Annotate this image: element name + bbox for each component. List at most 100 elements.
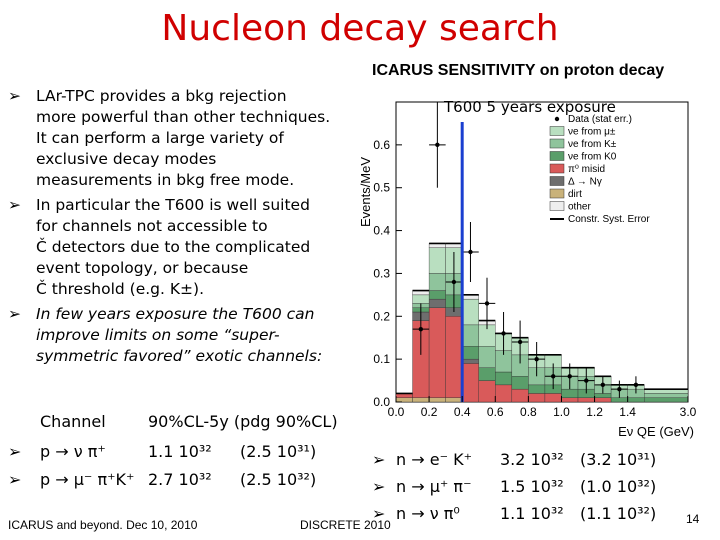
data-point <box>435 142 440 148</box>
bullet-line: exclusive decay modes <box>36 150 217 168</box>
data-point <box>567 374 572 379</box>
legend-marker <box>554 116 560 122</box>
channel-pdg: (1.1 10³²) <box>580 504 657 523</box>
chart-title: T600 5 years exposure <box>443 98 616 116</box>
bar-segment <box>544 393 562 403</box>
x-tick-label: 1.2 <box>586 405 603 419</box>
bar-segment <box>528 384 546 394</box>
data-point <box>468 249 473 255</box>
data-point <box>617 386 622 392</box>
y-tick-label: 0.6 <box>373 138 390 152</box>
y-tick-label: 0.0 <box>373 395 390 409</box>
bar-segment <box>644 397 689 403</box>
legend-swatch <box>549 126 565 136</box>
bar-segment <box>428 307 446 398</box>
data-point <box>584 378 589 383</box>
plot-caption: ICARUS SENSITIVITY on proton decay <box>372 62 665 79</box>
x-tick-label: 0.6 <box>487 405 504 419</box>
y-axis-label: Events/MeV <box>358 157 373 227</box>
channel-limit: 1.5 10³² <box>500 477 564 496</box>
footer-center: DISCRETE 2010 <box>300 518 391 532</box>
data-point <box>534 356 539 362</box>
bar-segment <box>577 397 595 403</box>
footer-left: ICARUS and beyond. Dec 10, 2010 <box>8 518 198 532</box>
bar-segment <box>528 393 546 403</box>
legend-label: νe from μ± <box>568 127 616 138</box>
bullet-line: Č threshold (e.g. K±). <box>36 280 205 298</box>
bar-segment <box>561 388 579 398</box>
legend-swatch <box>549 176 565 186</box>
bar-segment <box>395 397 413 403</box>
y-tick-label: 0.5 <box>373 181 390 195</box>
bullet-item: ➢ In few years exposure the T600 can imp… <box>8 304 358 367</box>
legend-label: νe from K0 <box>568 152 617 163</box>
bar-segment <box>478 346 496 368</box>
bullet-line: measurements in bkg free mode. <box>36 171 295 189</box>
channel-reaction: p → ν π⁺ <box>40 442 106 461</box>
bar-segment <box>594 397 612 403</box>
bullet-line: for channels not accessible to <box>36 217 268 235</box>
channel-reaction: n → ν π⁰ <box>396 504 460 523</box>
x-tick-label: 0.4 <box>454 405 471 419</box>
x-tick-label: 0.2 <box>421 405 438 419</box>
limits-header: 90%CL-5y (pdg 90%CL) <box>148 412 338 431</box>
channel-header: Channel <box>40 412 106 431</box>
page-number: 14 <box>686 512 700 526</box>
bullet-line: In particular the T600 is well suited <box>36 196 310 214</box>
arrow-bullet-icon: ➢ <box>8 442 22 461</box>
bar-segment <box>461 358 479 364</box>
arrow-bullet-icon: ➢ <box>372 450 386 469</box>
bar-segment <box>428 273 446 291</box>
x-tick-label: 1.0 <box>553 405 570 419</box>
bar-segment <box>594 393 612 398</box>
arrow-bullet-icon: ➢ <box>8 87 21 105</box>
legend-swatch <box>549 188 565 199</box>
bullet-line: symmetric favored” exotic channels: <box>36 347 323 365</box>
bullet-line: In few years exposure the T600 can <box>36 305 315 323</box>
legend-swatch <box>549 201 565 211</box>
data-point <box>517 339 523 345</box>
arrow-bullet-icon: ➢ <box>8 196 21 214</box>
bar-segment <box>461 363 479 403</box>
data-point <box>418 326 424 332</box>
bar-segment <box>445 397 463 403</box>
bar-segment <box>478 367 496 381</box>
legend-label: Data (stat err.) <box>568 114 632 125</box>
bar-segment <box>478 380 496 403</box>
channel-reaction: n → e⁻ K⁺ <box>396 450 473 469</box>
bullet-item: ➢ In particular the T600 is well suited … <box>8 195 358 300</box>
x-tick-label: 0.8 <box>520 405 537 419</box>
arrow-bullet-icon: ➢ <box>372 477 386 496</box>
bullet-line: LAr-TPC provides a bkg rejection <box>36 87 287 105</box>
channel-pdg: (2.5 10³¹) <box>240 442 317 461</box>
bar-segment <box>561 397 579 403</box>
bar-segment <box>511 388 529 403</box>
bullet-line: more powerful than other techniques. <box>36 108 331 126</box>
data-point <box>451 279 457 285</box>
arrow-bullet-icon: ➢ <box>8 305 21 323</box>
legend-label: Constr. Syst. Error <box>568 214 650 225</box>
y-tick-label: 0.1 <box>373 352 390 366</box>
channel-limit: 1.1 10³² <box>500 504 564 523</box>
y-tick-label: 0.2 <box>373 309 390 323</box>
bar-segment <box>495 371 513 386</box>
data-point <box>484 301 490 306</box>
bar-segment <box>445 316 463 398</box>
legend-label: dirt <box>568 189 582 200</box>
channel-limit: 1.1 10³² <box>148 442 212 461</box>
bullet-line: event topology, or because <box>36 259 249 277</box>
channel-reaction: p → μ⁻ π⁺K⁺ <box>40 470 135 489</box>
x-tick-label: 3.0 <box>680 405 697 419</box>
bar-segment <box>461 324 479 347</box>
y-tick-label: 0.3 <box>373 266 390 280</box>
bullet-list: ➢ LAr-TPC provides a bkg rejection more … <box>8 86 358 371</box>
legend-swatch <box>549 138 565 149</box>
x-axis-label: Eν QE (GeV) <box>618 424 694 439</box>
legend-label: π⁰ misid <box>568 164 605 175</box>
legend-label: νe from K± <box>568 139 617 150</box>
y-tick-label: 0.4 <box>373 224 390 238</box>
channel-limit: 2.7 10³² <box>148 470 212 489</box>
x-tick-label: 0.0 <box>388 405 405 419</box>
bar-segment <box>627 397 645 403</box>
x-tick-label: 1.4 <box>619 405 636 419</box>
